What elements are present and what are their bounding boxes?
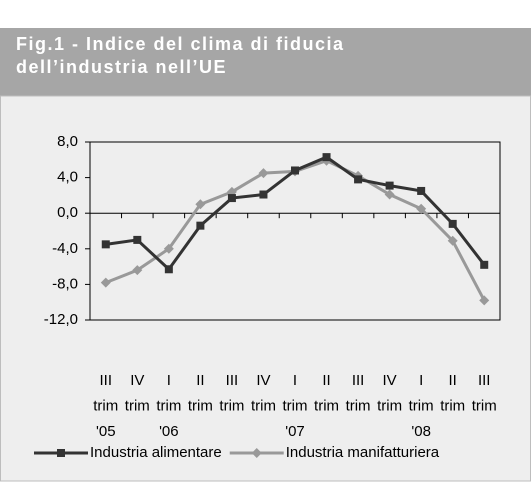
- x-tick-label: trim: [283, 397, 308, 414]
- x-tick-label: trim: [93, 397, 118, 414]
- marker: [57, 449, 65, 457]
- x-tick-label: '08: [411, 423, 431, 440]
- y-tick-label: -8,0: [52, 275, 78, 292]
- marker: [259, 190, 268, 199]
- y-tick-label: -12,0: [44, 311, 78, 328]
- marker: [195, 199, 206, 210]
- marker: [164, 265, 173, 274]
- marker: [384, 189, 395, 200]
- x-tick-label: trim: [472, 397, 497, 414]
- legend-label: Industria manifatturiera: [286, 444, 440, 461]
- x-tick-label: trim: [188, 397, 213, 414]
- marker: [480, 260, 489, 269]
- x-tick-label: I: [167, 372, 171, 389]
- x-tick-label: II: [196, 372, 204, 389]
- x-tick-label: IV: [383, 372, 397, 389]
- marker: [133, 235, 142, 244]
- y-tick-label: -4,0: [52, 240, 78, 257]
- x-tick-label: III: [100, 372, 113, 389]
- marker: [258, 168, 269, 179]
- marker: [291, 166, 299, 175]
- x-tick-label: III: [226, 372, 239, 389]
- marker: [196, 221, 205, 230]
- x-tick-label: II: [449, 372, 457, 389]
- marker: [100, 277, 111, 288]
- x-tick-label: IV: [130, 372, 144, 389]
- x-tick-label: trim: [346, 397, 371, 414]
- x-tick-label: trim: [125, 397, 150, 414]
- y-tick-label: 4,0: [57, 169, 78, 186]
- y-tick-label: 8,0: [57, 133, 78, 150]
- x-tick-label: '06: [159, 423, 179, 440]
- x-tick-label: trim: [409, 397, 434, 414]
- marker: [479, 295, 490, 306]
- panel: [0, 95, 531, 482]
- marker: [227, 194, 236, 203]
- plot-area: [89, 141, 501, 321]
- marker: [132, 265, 143, 276]
- legend-label: Industria alimentare: [90, 444, 222, 461]
- marker: [447, 235, 458, 246]
- marker: [385, 181, 394, 190]
- x-tick-label: trim: [219, 397, 244, 414]
- chart-title: dell’industria nell’UE: [16, 57, 227, 77]
- y-tick-label: 0,0: [57, 204, 78, 221]
- marker: [417, 186, 426, 195]
- x-tick-label: trim: [314, 397, 339, 414]
- header: [0, 28, 531, 96]
- x-tick-label: trim: [377, 397, 402, 414]
- x-tick-label: trim: [251, 397, 276, 414]
- x-tick-label: III: [352, 372, 365, 389]
- chart-title: Fig.1 - Indice del clima di fiducia: [16, 34, 345, 54]
- marker: [163, 243, 174, 254]
- x-tick-label: III: [478, 372, 491, 389]
- x-tick-label: '07: [285, 423, 305, 440]
- marker: [354, 175, 363, 184]
- marker: [251, 448, 262, 458]
- x-tick-label: I: [419, 372, 423, 389]
- x-tick-label: IV: [256, 372, 270, 389]
- x-tick-label: II: [322, 372, 330, 389]
- x-tick-label: I: [293, 372, 297, 389]
- marker: [448, 219, 457, 228]
- marker: [416, 203, 427, 214]
- x-tick-label: '05: [96, 423, 116, 440]
- x-tick-label: trim: [440, 397, 465, 414]
- marker: [101, 240, 110, 249]
- x-tick-label: trim: [156, 397, 181, 414]
- marker: [322, 153, 331, 162]
